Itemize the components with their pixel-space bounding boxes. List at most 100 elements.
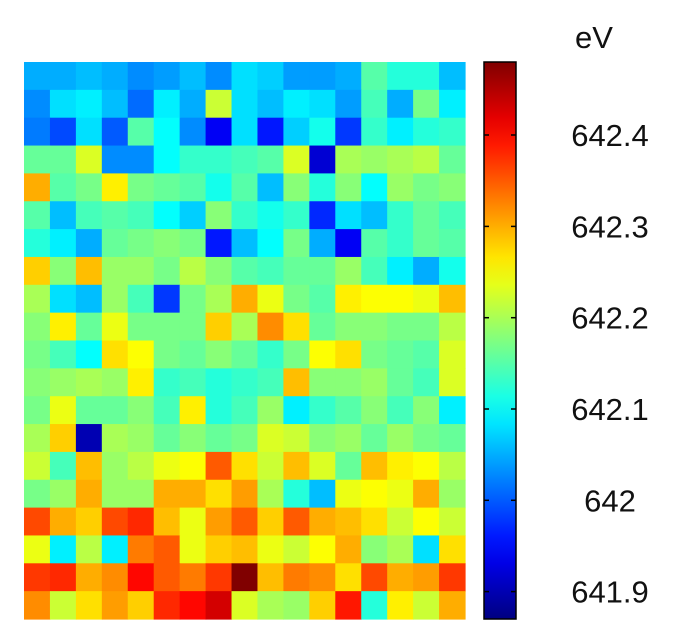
heatmap-cell [439, 591, 466, 620]
heatmap-cell [101, 284, 129, 314]
heatmap-cell [439, 563, 466, 592]
heatmap-cell [231, 201, 259, 230]
heatmap-cell [75, 507, 103, 537]
heatmap-cell [127, 479, 155, 509]
heatmap-cell [335, 89, 362, 119]
heatmap-cell [205, 507, 233, 537]
heatmap-cell [439, 256, 466, 286]
heatmap-cell [49, 145, 77, 174]
heatmap-cell [179, 424, 207, 453]
heatmap-cell [335, 368, 362, 397]
heatmap-cell [24, 535, 51, 564]
heatmap-cell [309, 591, 336, 620]
heatmap-cell [101, 424, 129, 453]
heatmap-cell [231, 117, 259, 147]
heatmap-cell [205, 312, 233, 342]
heatmap-cell [205, 117, 233, 147]
heatmap-cell [205, 368, 233, 397]
heatmap-cell [24, 563, 51, 592]
heatmap-cell [361, 591, 388, 620]
heatmap-cell [75, 284, 103, 314]
heatmap-cell [127, 591, 155, 620]
heatmap-cell [127, 535, 155, 564]
heatmap-cell [309, 201, 336, 230]
heatmap-cell [361, 89, 388, 119]
heatmap-cell [413, 424, 440, 453]
heatmap-cell [361, 173, 388, 202]
heatmap-cell [49, 507, 77, 537]
heatmap-cell [335, 451, 362, 481]
heatmap-cell [309, 507, 336, 537]
heatmap-cell [101, 479, 129, 509]
heatmap-cell [24, 340, 51, 369]
heatmap-cell [387, 145, 414, 174]
heatmap-cell [101, 396, 129, 425]
heatmap-cell [439, 368, 466, 397]
heatmap-cell [439, 284, 466, 314]
heatmap-cell [413, 563, 440, 592]
heatmap-cell [413, 591, 440, 620]
heatmap-cell [127, 201, 155, 230]
heatmap-cell [24, 201, 51, 230]
heatmap-cell [387, 117, 414, 147]
heatmap-cell [283, 173, 310, 202]
heatmap-cell [439, 312, 466, 342]
heatmap-cell [413, 117, 440, 147]
heatmap-cell [283, 535, 310, 564]
heatmap-cell [179, 117, 207, 147]
heatmap-cell [335, 479, 362, 509]
heatmap-cell [101, 451, 129, 481]
heatmap-cell [231, 173, 259, 202]
heatmap-cell [153, 396, 181, 425]
heatmap-cell [335, 62, 362, 91]
heatmap-cell [179, 312, 207, 342]
heatmap-cell [49, 284, 77, 314]
colorbar-tick-label: 642 [584, 483, 636, 518]
heatmap-cell [101, 312, 129, 342]
heatmap-cell [24, 312, 51, 342]
heatmap-cell [413, 145, 440, 174]
heatmap-cell [283, 563, 310, 592]
heatmap-cell [75, 535, 103, 564]
heatmap-cell [127, 396, 155, 425]
heatmap-cell [413, 340, 440, 369]
heatmap-cell [205, 173, 233, 202]
heatmap-cell [335, 284, 362, 314]
heatmap-cell [257, 229, 285, 258]
heatmap-cell [153, 117, 181, 147]
heatmap-cell [75, 145, 103, 174]
heatmap-cell [49, 62, 77, 91]
heatmap-cell [413, 396, 440, 425]
heatmap-cell [361, 229, 388, 258]
heatmap-cell [24, 451, 51, 481]
heatmap-cell [413, 368, 440, 397]
heatmap-cell [283, 368, 310, 397]
heatmap-cell [361, 424, 388, 453]
heatmap-cell [179, 535, 207, 564]
heatmap-cell [257, 396, 285, 425]
heatmap-cell [101, 256, 129, 286]
heatmap-cell [309, 368, 336, 397]
heatmap-cell [153, 535, 181, 564]
heatmap-cell [179, 479, 207, 509]
heatmap-cell [387, 479, 414, 509]
heatmap-cell [231, 284, 259, 314]
heatmap-cell [49, 312, 77, 342]
heatmap-cell [283, 507, 310, 537]
heatmap-cell [309, 396, 336, 425]
heatmap-cell [283, 340, 310, 369]
heatmap-cell [335, 507, 362, 537]
heatmap-cell [49, 591, 77, 620]
heatmap-cell [309, 563, 336, 592]
heatmap-cell [439, 507, 466, 537]
heatmap-cell [439, 479, 466, 509]
heatmap-cell [387, 591, 414, 620]
heatmap-cell [335, 117, 362, 147]
heatmap-cell [75, 340, 103, 369]
heatmap-cell [231, 340, 259, 369]
heatmap-cell [361, 117, 388, 147]
heatmap-cell [361, 563, 388, 592]
heatmap-cell [231, 535, 259, 564]
heatmap-cell [335, 396, 362, 425]
heatmap-cell [49, 424, 77, 453]
